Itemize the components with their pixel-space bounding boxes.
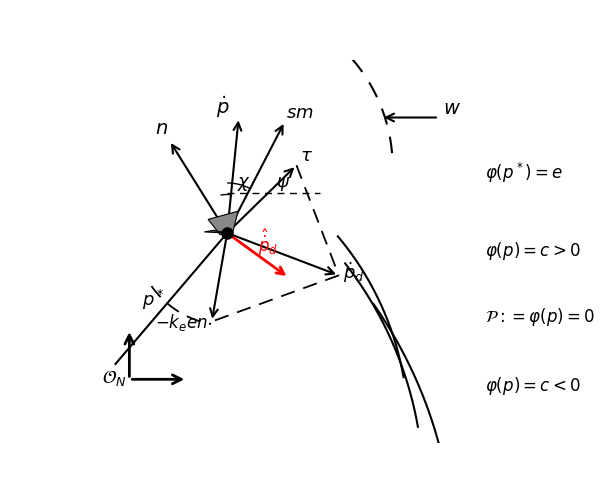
Text: $\varphi(p^*) = e$: $\varphi(p^*) = e$ [485, 161, 563, 185]
Polygon shape [208, 211, 238, 235]
Text: $\dot{p}$: $\dot{p}$ [216, 94, 230, 120]
Text: $\mathcal{P} := \varphi(p) = 0$: $\mathcal{P} := \varphi(p) = 0$ [485, 306, 595, 328]
Text: $\dot{p}_d$: $\dot{p}_d$ [342, 261, 364, 285]
Text: $n$: $n$ [155, 120, 169, 138]
Text: $\varphi(p) = c > 0$: $\varphi(p) = c > 0$ [485, 240, 581, 262]
Text: $\mathcal{O}_N$: $\mathcal{O}_N$ [103, 368, 127, 388]
Polygon shape [204, 230, 231, 234]
Text: $p^*$: $p^*$ [143, 288, 165, 312]
Text: $\varphi(p) = c < 0$: $\varphi(p) = c < 0$ [485, 375, 581, 397]
Text: $sm$: $sm$ [286, 104, 314, 122]
Text: $\chi$: $\chi$ [237, 175, 251, 193]
Text: $w$: $w$ [443, 99, 461, 118]
Text: $\hat{\dot{p}}_d$: $\hat{\dot{p}}_d$ [258, 228, 278, 258]
Text: $\tau$: $\tau$ [300, 147, 313, 165]
Text: $-k_e en$: $-k_e en$ [155, 312, 208, 333]
Text: $\psi$: $\psi$ [275, 175, 290, 193]
